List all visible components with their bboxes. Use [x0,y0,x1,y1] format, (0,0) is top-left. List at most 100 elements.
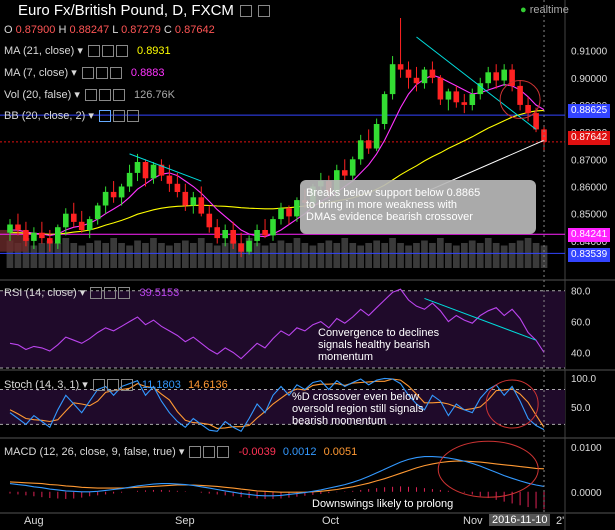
legend-ma7-delete-icon[interactable] [109,67,122,80]
trend-arrow-2 [416,36,537,130]
price-y-tick: 0.91000 [571,47,608,58]
settings-button[interactable] [258,5,271,18]
volume-bar [309,245,317,268]
ohlc-close-key: C [163,24,172,36]
legend-rsi-delete-icon[interactable] [118,287,131,300]
volume-bar [118,243,125,268]
price-y-tick: 0.87000 [571,155,608,166]
legend-rsi[interactable]: RSI (14, close) ▾ 39.5153 [4,287,180,300]
candle-body [55,227,61,244]
candle-body [509,69,515,86]
volume-bar [46,240,54,268]
main-callout-box [300,180,536,234]
legend-ma7-eye-icon[interactable] [81,67,94,80]
legend-ma21-delete-icon[interactable] [115,45,128,58]
volume-bar [269,243,277,268]
candle-body [23,230,29,241]
candle-body [373,124,380,149]
legend-volume-gear-icon[interactable] [98,89,111,102]
x-label-trailing: 2' [556,515,565,527]
volume-bar [516,240,524,268]
legend-stoch-delete-icon[interactable] [120,379,133,392]
price-tag-last: 0.87642 [568,131,611,145]
price-tag-support: 0.84241 [568,228,611,242]
legend-macd[interactable]: MACD (12, 26, close, 9, false, true) ▾ -… [4,446,358,459]
legend-rsi-value: 39.5153 [139,287,180,299]
legend-macd-delete-icon[interactable] [217,446,230,459]
candle-body [118,186,125,198]
legend-ma21-eye-icon[interactable] [87,45,100,58]
legend-volume[interactable]: Vol (20, false) ▾ 126.76K [4,89,175,102]
legend-ma7[interactable]: MA (7, close) ▾ 0.8883 [4,67,165,80]
volume-bar [30,245,38,268]
candle-body [166,175,173,184]
candle-body [102,191,109,206]
x-label-sep: Sep [175,515,195,527]
legend-bb-eye-icon[interactable] [98,110,111,123]
volume-bar [317,243,325,268]
volume-bar [86,243,93,268]
candle-body [198,197,205,214]
volume-bar [78,245,86,268]
volume-bar [357,245,364,268]
volume-bar [500,245,508,268]
candle-body [429,69,436,78]
legend-volume-delete-icon[interactable] [112,89,125,102]
visibility-toggle-button[interactable] [240,5,253,18]
ohlc-low-value: 0.87279 [121,24,161,36]
candle-body [342,170,348,176]
legend-macd-gear-icon[interactable] [203,446,216,459]
candle-body [39,232,45,239]
stoch-k-line [9,377,545,433]
legend-macd-hist-value: -0.0039 [238,446,276,458]
legend-stoch-eye-icon[interactable] [92,379,105,392]
candle-body [389,64,396,95]
legend-stoch[interactable]: Stoch (14, 3, 1) ▾ 11.1803 14.6136 [4,379,228,392]
volume-bar [365,243,372,268]
candle-body [469,94,476,105]
volume-bar [429,243,436,268]
candle-body [501,69,507,81]
legend-stoch-gear-icon[interactable] [106,379,119,392]
legend-bb-delete-icon[interactable] [126,110,139,123]
candle-body [174,183,181,192]
rsi-line [9,288,545,360]
candle-body [230,230,236,244]
price-y-tick: 0.90000 [571,74,608,85]
volume-bar [277,240,285,268]
legend-volume-eye-icon[interactable] [84,89,97,102]
legend-macd-macd-value: 0.0012 [282,446,317,458]
candle-body [47,238,53,244]
realtime-status: ● realtime [520,4,569,16]
volume-bar [373,240,380,268]
legend-ma7-value: 0.8883 [130,67,165,79]
x-label-aug: Aug [24,515,44,527]
candle-body [63,213,69,228]
legend-bb[interactable]: BB (20, close, 2) ▾ [4,109,139,123]
volume-bar [229,240,237,268]
volume-bar [492,243,500,268]
candle-body [453,91,460,103]
stoch-y-tick: 100.0 [571,374,596,385]
legend-rsi-eye-icon[interactable] [90,287,103,300]
volume-bar [190,243,197,268]
price-y-tick: 0.86000 [571,182,608,193]
trend-arrow-1 [129,153,202,182]
price-y-tick: 0.85000 [571,210,608,221]
stoch-y-tick: 50.0 [571,403,591,414]
candle-body [182,191,189,206]
legend-ma7-gear-icon[interactable] [95,67,108,80]
volume-bar [158,243,165,268]
legend-rsi-gear-icon[interactable] [104,287,117,300]
candle-body [485,72,491,84]
legend-ma21-gear-icon[interactable] [101,45,114,58]
legend-macd-eye-icon[interactable] [189,446,202,459]
main-callout-text: Breaks below support below 0.8865 to bri… [306,187,481,223]
volume-bar [166,245,173,268]
legend-ma21[interactable]: MA (21, close) ▾ 0.8931 [4,45,171,58]
legend-bb-gear-icon[interactable] [112,110,125,123]
volume-bar [349,243,357,268]
volume-bar [413,243,420,268]
